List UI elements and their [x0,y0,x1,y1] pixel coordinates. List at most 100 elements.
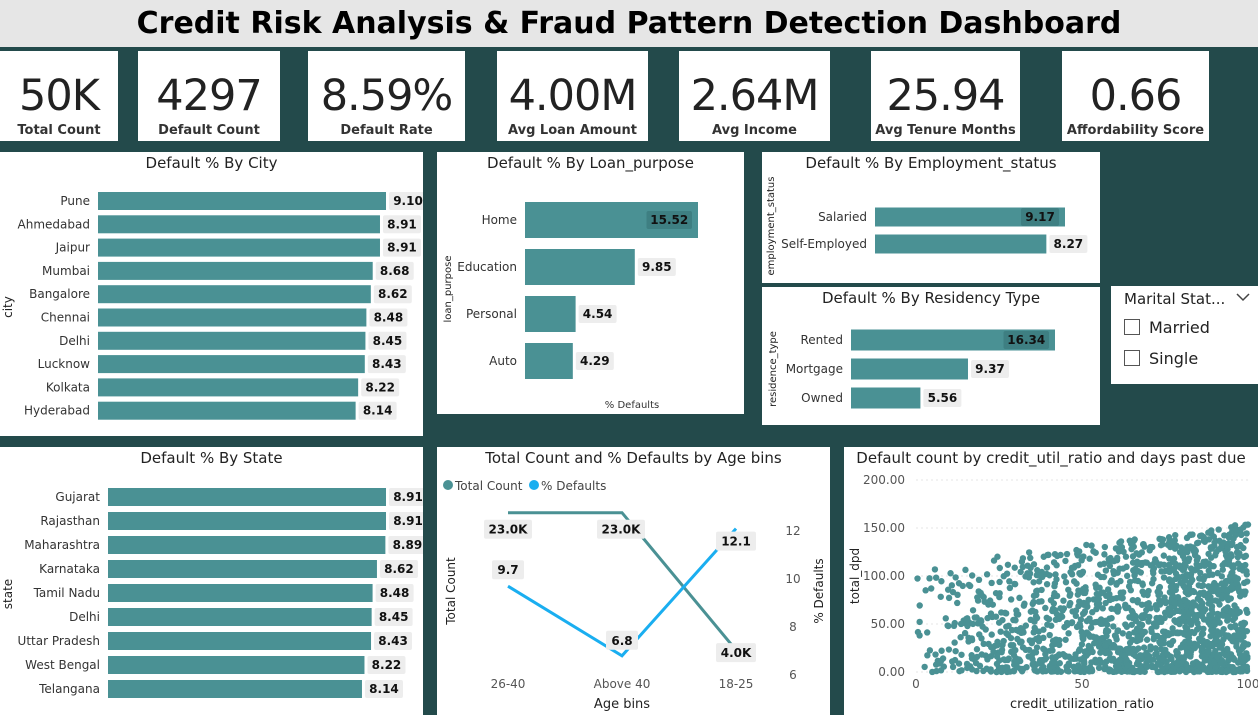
scatter-point [996,578,1003,586]
scatter-point [924,629,931,636]
scatter-point [1032,649,1040,656]
scatter-point [1022,646,1030,654]
scatter-point [1043,580,1051,588]
total-count-line [508,511,738,652]
scatter-point [1117,538,1125,545]
scatter-point [1012,617,1019,624]
tick-label: 12 [785,524,800,538]
scatter-point [1180,655,1187,663]
scatter-point [987,653,995,660]
chevron-down-icon[interactable] [1236,290,1250,306]
chart-default-by-state[interactable]: Default % By State Gujarat 8.91 Rajasthan 8… [0,447,423,715]
data-label-bg [364,680,403,698]
scatter-point [1143,636,1151,643]
scatter-point [1133,550,1140,557]
axis-title: residence_type [768,331,779,407]
chart-scatter-dpd[interactable]: Default count by credit_util_ratio and d… [844,447,1258,715]
bar [98,215,380,234]
chart-default-by-employment-status[interactable]: Default % By Employment_status Salaried 9… [762,152,1100,283]
data-label-bg [646,211,692,229]
scatter-point [1035,660,1043,667]
scatter-point [1168,655,1175,663]
option-label: Married [1149,318,1210,337]
data-label-bg [361,378,400,397]
scatter-point [997,628,1004,635]
scatter-point [1017,568,1024,576]
scatter-point [1030,579,1037,586]
scatter-point [1244,521,1252,528]
scatter-point [1049,637,1057,645]
scatter-point [936,660,943,667]
scatter-point [1079,610,1087,618]
bar [108,488,386,506]
bar [98,401,356,420]
scatter-point [1223,645,1231,653]
data-label: 16.34 [1007,333,1045,347]
scatter-point [1134,633,1141,640]
scatter-point [1003,629,1010,637]
chart-default-by-residency-type[interactable]: Default % By Residency Type Rented 16.34 M… [762,287,1100,425]
scatter-point [1135,645,1142,652]
scatter-point [1008,626,1016,634]
scatter-point [1108,614,1115,622]
scatter-point [1175,653,1182,661]
bar [108,560,377,578]
data-label-bg [388,536,423,554]
scatter-point [1014,611,1022,618]
scatter-point [1078,641,1086,648]
scatter-point [978,618,985,625]
scatter-point [976,631,983,638]
scatter-point [1138,621,1146,629]
scatter-point [1169,637,1177,645]
scatter-point [1243,530,1250,537]
chart-default-by-loan-purpose[interactable]: Default % By Loan_purpose Home 15.52 Educa… [437,152,744,414]
scatter-point [1207,640,1215,648]
scatter-point [1188,628,1196,636]
axis-title: loan_purpose [443,256,454,323]
checkbox-icon[interactable] [1124,350,1140,366]
scatter-point [1116,656,1123,664]
legend-label: % Defaults [541,479,606,493]
category-label: Auto [489,354,517,368]
slicer-option-married[interactable]: Married [1124,318,1210,337]
scatter-point [1232,622,1239,629]
scatter-point [994,642,1001,649]
scatter-point [948,582,956,589]
scatter-point [1115,604,1122,612]
scatter-point [1128,621,1135,628]
category-label: Karnataka [39,562,100,576]
tick-label: 50 [1074,677,1089,691]
data-label: 12.1 [721,535,751,549]
scatter-point [1038,586,1045,594]
scatter-point [1142,559,1149,566]
scatter-point [1143,663,1151,671]
slicer-option-single[interactable]: Single [1124,349,1198,368]
chart-age-bins[interactable]: Total Count and % Defaults by Age bins T… [437,447,830,715]
data-label: 8.91 [387,217,417,231]
scatter-point [1240,524,1247,531]
data-label-bg [367,355,406,374]
category-label: Personal [466,307,517,321]
scatter-point [1102,649,1109,657]
scatter-point [1153,606,1161,613]
scatter-point [1062,557,1069,565]
scatter-point [945,594,953,602]
scatter-point [1232,531,1239,539]
axis-title: employment_status [766,177,777,276]
scatter-point [1051,659,1058,666]
chart-default-by-city[interactable]: Default % By City Pune 9.10 Ahmedabad 8.91 J… [0,152,423,436]
scatter-point [1007,596,1015,603]
scatter-point [1235,560,1242,567]
scatter-point [1091,640,1098,647]
marital-status-slicer[interactable]: Marital Stat... Married Single [1111,286,1258,384]
scatter-point [1174,658,1181,666]
scatter-point [1130,645,1137,653]
scatter-point [1080,589,1087,597]
scatter-point [1106,596,1114,604]
checkbox-icon[interactable] [1124,319,1140,335]
scatter-point [1230,668,1237,676]
scatter-point [958,667,965,674]
scatter-point [1208,627,1215,634]
scatter-point [1165,534,1173,541]
scatter-point [1144,591,1151,599]
